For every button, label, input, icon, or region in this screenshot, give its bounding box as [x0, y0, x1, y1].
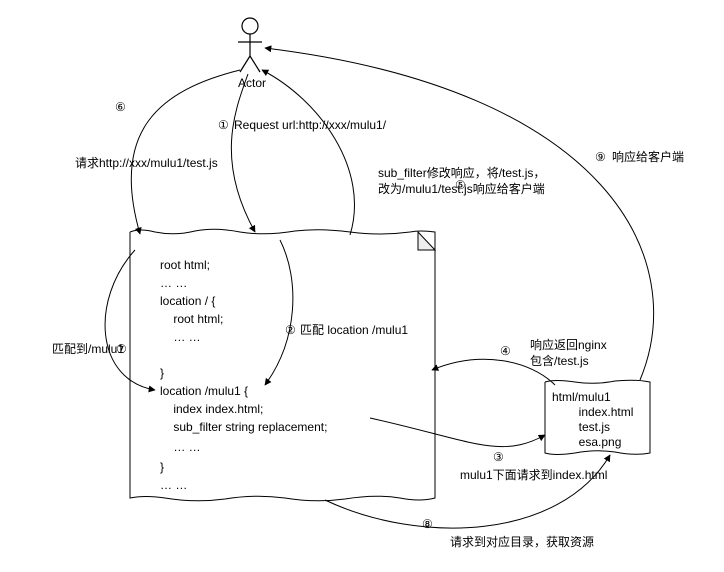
dir-line-2: test.js	[552, 420, 610, 434]
dir-line-0: html/mulu1	[552, 390, 611, 404]
diagram-canvas	[0, 0, 724, 572]
config-line-4: … …	[160, 330, 201, 344]
config-line-9: … …	[160, 440, 201, 454]
config-line-11: … …	[160, 478, 187, 492]
step7-text: 匹配到/mulu1	[52, 342, 124, 358]
step1-num: ①	[218, 118, 229, 134]
config-line-2: location / {	[160, 294, 215, 308]
config-line-10: }	[160, 460, 164, 474]
actor-label: Actor	[238, 76, 266, 92]
config-line-3: root html;	[160, 312, 223, 326]
arrow-step5	[262, 70, 354, 235]
step9-text: 响应给客户端	[612, 150, 684, 166]
config-line-1: … …	[160, 276, 187, 290]
step9-num: ⑨	[595, 150, 606, 166]
step6-text: 请求http://xxx/mulu1/test.js	[75, 156, 218, 172]
dir-line-1: index.html	[552, 405, 633, 419]
arrow-step1	[231, 74, 255, 232]
config-line-0: root html;	[160, 258, 210, 272]
step1-text: Request url:http://xxx/mulu1/	[234, 118, 386, 134]
config-line-7: index index.html;	[160, 402, 263, 416]
step2-text: 匹配 location /mulu1	[300, 323, 408, 339]
step5-text: sub_filter修改响应，将/test.js， 改为/mulu1/test.…	[378, 166, 545, 197]
step6-num: ⑥	[115, 100, 126, 116]
step2-num: ②	[285, 323, 296, 339]
step4-text: 响应返回nginx 包含/test.js	[530, 338, 607, 369]
config-line-8: sub_filter string replacement;	[160, 420, 327, 434]
step8-num: ⑧	[422, 517, 433, 533]
dir-line-3: esa.png	[552, 435, 621, 449]
step8-text: 请求到对应目录，获取资源	[450, 535, 594, 551]
actor-icon	[238, 18, 262, 72]
arrow-step6	[131, 70, 240, 234]
step4-num: ④	[500, 344, 511, 360]
step3-num: ③	[493, 450, 504, 466]
step3-text: mulu1下面请求到index.html	[460, 468, 607, 484]
config-line-6: location /mulu1 {	[160, 384, 248, 398]
config-line-5: }	[160, 366, 164, 380]
